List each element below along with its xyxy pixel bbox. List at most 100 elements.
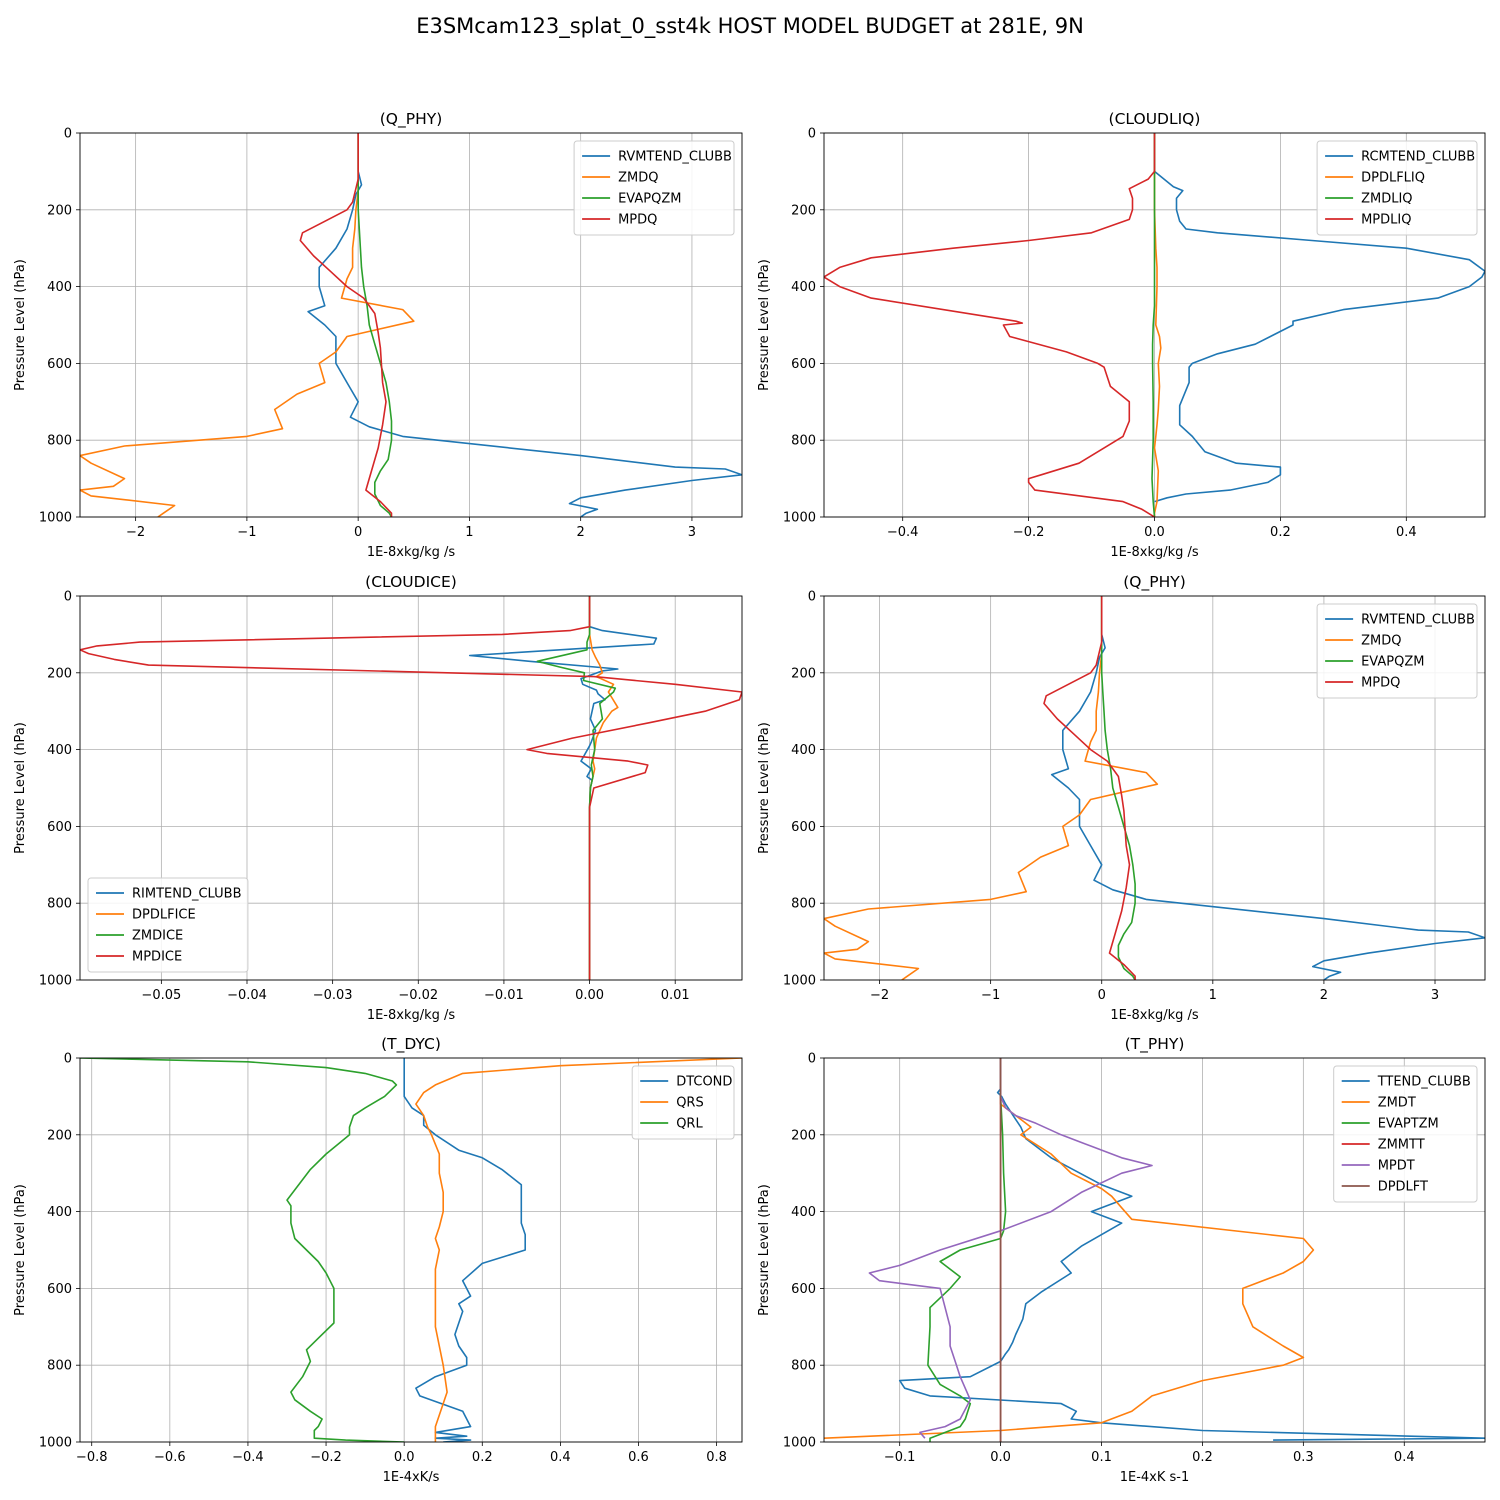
y-tick-label: 400 bbox=[791, 743, 816, 758]
x-axis-label: 1E-8xkg/kg /s bbox=[1110, 545, 1199, 560]
y-tick-label: 1000 bbox=[783, 1436, 816, 1451]
legend-entry-label: MPDQ bbox=[1361, 676, 1400, 691]
y-tick-label: 600 bbox=[47, 357, 72, 372]
y-tick-label: 1000 bbox=[783, 974, 816, 989]
plot-frame bbox=[79, 1057, 743, 1443]
legend-entry-label: DTCOND bbox=[676, 1075, 732, 1090]
series-line-zmdice bbox=[536, 596, 617, 980]
chart-title: (Q_PHY) bbox=[380, 110, 443, 129]
y-tick-label: 0 bbox=[64, 1052, 72, 1067]
x-tick-label: −0.02 bbox=[398, 988, 438, 1003]
x-tick-label: −0.1 bbox=[884, 1450, 916, 1465]
legend-box bbox=[631, 1065, 735, 1140]
x-tick-label: 0.3 bbox=[1293, 1450, 1314, 1465]
y-axis-label: Pressure Level (hPa) bbox=[757, 259, 772, 391]
x-tick-label: 0.0 bbox=[394, 1450, 415, 1465]
legend-entry-label: ZMDLIQ bbox=[1361, 192, 1412, 207]
y-tick-label: 1000 bbox=[39, 511, 72, 526]
plot-frame bbox=[823, 595, 1486, 981]
legend-entry-label: EVAPQZM bbox=[1361, 655, 1424, 670]
chart-title: (Q_PHY) bbox=[1123, 573, 1186, 592]
x-tick-label: 0.4 bbox=[1396, 525, 1417, 540]
y-tick-label: 200 bbox=[47, 666, 72, 681]
series-line-mpdice bbox=[80, 596, 742, 980]
x-tick-label: 0.00 bbox=[575, 988, 604, 1003]
series-line-zmdq bbox=[824, 596, 1159, 980]
y-tick-label: 400 bbox=[791, 1205, 816, 1220]
series-line-dpdlfliq bbox=[1153, 133, 1162, 517]
series-line-dtcond bbox=[403, 1058, 527, 1442]
x-axis-label: 1E-4xK s-1 bbox=[1120, 1470, 1190, 1485]
y-tick-label: 800 bbox=[791, 434, 816, 449]
legend-entry-label: RCMTEND_CLUBB bbox=[1361, 150, 1475, 165]
x-tick-label: 0.2 bbox=[1270, 525, 1291, 540]
legend: DTCOND QRS QRL bbox=[631, 1065, 735, 1140]
x-tick-label: 0.0 bbox=[990, 1450, 1011, 1465]
y-tick-label: 200 bbox=[791, 666, 816, 681]
x-tick-label: −1 bbox=[237, 525, 256, 540]
legend-box bbox=[1333, 1065, 1478, 1203]
x-tick-label: 0.0 bbox=[1144, 525, 1165, 540]
chart-title: (CLOUDICE) bbox=[365, 573, 457, 591]
y-tick-label: 600 bbox=[791, 357, 816, 372]
y-tick-label: 1000 bbox=[39, 1436, 72, 1451]
legend-entry-label: ZMDQ bbox=[618, 171, 658, 186]
series-line-mpdliq bbox=[824, 133, 1156, 517]
x-axis-label: 1E-4xK/s bbox=[383, 1470, 440, 1485]
chart-3: −0.05 −0.04 −0.03 −0.02 −0.01 0.00 0.01 0 200 400… bbox=[13, 573, 743, 1023]
x-tick-label: 0.01 bbox=[661, 988, 690, 1003]
legend-entry-label: RIMTEND_CLUBB bbox=[132, 887, 242, 902]
chart-2: −0.4 −0.2 0.0 0.2 0.4 0 200 400 600 800 1000 (CLOUD… bbox=[757, 110, 1486, 560]
y-tick-label: 1000 bbox=[39, 974, 72, 989]
legend-box bbox=[573, 140, 735, 236]
x-tick-label: −0.8 bbox=[76, 1450, 108, 1465]
y-tick-label: 0 bbox=[808, 590, 816, 605]
plot-frame bbox=[79, 132, 743, 518]
x-axis-label: 1E-8xkg/kg /s bbox=[367, 545, 456, 560]
y-tick-label: 400 bbox=[47, 743, 72, 758]
legend-entry-label: RVMTEND_CLUBB bbox=[618, 150, 732, 165]
legend: RVMTEND_CLUBB ZMDQ EVAPQZM MPDQ bbox=[1316, 603, 1478, 699]
series-line-mpdq bbox=[299, 133, 393, 517]
legend-box bbox=[1316, 140, 1478, 236]
series-line-qrs bbox=[415, 1058, 742, 1442]
x-tick-label: 0.1 bbox=[1091, 1450, 1112, 1465]
y-tick-label: 200 bbox=[47, 1128, 72, 1143]
y-tick-label: 400 bbox=[791, 280, 816, 295]
x-tick-label: −0.05 bbox=[141, 988, 181, 1003]
legend-entry-label: MPDT bbox=[1378, 1159, 1415, 1174]
y-axis-label: Pressure Level (hPa) bbox=[757, 1184, 772, 1316]
chart-4: −2 −1 0 1 2 3 0 200 400 600 800 1000 (Q_PHY) 1E-8xkg/… bbox=[757, 573, 1486, 1023]
series-line-evaptzm bbox=[927, 1058, 1007, 1442]
series-line-zmdq bbox=[80, 133, 415, 517]
y-tick-label: 800 bbox=[47, 897, 72, 912]
x-tick-label: 0.4 bbox=[1394, 1450, 1415, 1465]
legend-entry-label: ZMMTT bbox=[1378, 1138, 1425, 1153]
legend-entry-label: EVAPTZM bbox=[1378, 1117, 1439, 1132]
y-tick-label: 800 bbox=[791, 897, 816, 912]
series-line-qrl bbox=[80, 1058, 405, 1442]
x-tick-label: 3 bbox=[1431, 988, 1439, 1003]
legend-entry-label: ZMDT bbox=[1378, 1096, 1416, 1111]
legend-entry-label: MPDQ bbox=[618, 213, 657, 228]
y-tick-label: 600 bbox=[791, 820, 816, 835]
y-axis-label: Pressure Level (hPa) bbox=[13, 722, 28, 854]
x-tick-label: −0.4 bbox=[887, 525, 919, 540]
y-tick-label: 400 bbox=[47, 1205, 72, 1220]
legend-entry-label: EVAPQZM bbox=[618, 192, 681, 207]
y-tick-label: 400 bbox=[47, 280, 72, 295]
chart-6: −0.1 0.0 0.1 0.2 0.3 0.4 0 200 400 600 800 1000 (T_P… bbox=[757, 1035, 1486, 1485]
x-tick-label: −2 bbox=[870, 988, 889, 1003]
series-line-rvmtend_clubb bbox=[1050, 596, 1485, 980]
series-line-evapqzm bbox=[357, 133, 393, 517]
x-tick-label: 0 bbox=[354, 525, 362, 540]
y-tick-label: 0 bbox=[64, 590, 72, 605]
legend-box bbox=[1316, 603, 1478, 699]
legend: RCMTEND_CLUBB DPDLFLIQ ZMDLIQ MPDLIQ bbox=[1316, 140, 1478, 236]
y-axis-label: Pressure Level (hPa) bbox=[13, 259, 28, 391]
x-tick-label: 0.8 bbox=[706, 1450, 727, 1465]
y-tick-label: 200 bbox=[791, 1128, 816, 1143]
y-axis-label: Pressure Level (hPa) bbox=[13, 1184, 28, 1316]
x-tick-label: 2 bbox=[1320, 988, 1328, 1003]
